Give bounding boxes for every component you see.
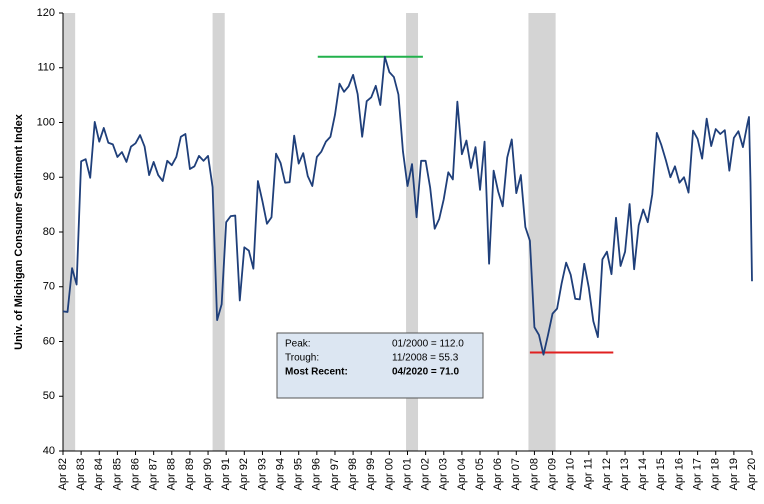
x-tick-label: Apr 02 <box>420 458 432 490</box>
x-tick-label: Apr 05 <box>474 458 486 490</box>
annotation-value: 11/2008 = 55.3 <box>392 353 459 364</box>
x-tick-label: Apr 82 <box>57 458 69 490</box>
annotation-label: Peak: <box>285 339 311 350</box>
annotation-value: 04/2020 = 71.0 <box>392 367 459 378</box>
x-tick-label: Apr 12 <box>601 458 613 490</box>
x-tick-label: Apr 08 <box>528 458 540 490</box>
x-tick-label: Apr 06 <box>492 458 504 490</box>
y-tick-label: 110 <box>37 62 55 74</box>
x-tick-label: Apr 88 <box>166 458 178 490</box>
x-tick-label: Apr 99 <box>365 458 377 490</box>
x-tick-label: Apr 13 <box>619 458 631 490</box>
y-tick-label: 60 <box>43 335 55 347</box>
x-tick-label: Apr 94 <box>274 458 286 490</box>
y-tick-label: 40 <box>43 445 55 457</box>
annotation-label: Trough: <box>285 353 319 364</box>
x-tick-label: Apr 86 <box>129 458 141 490</box>
annotation-background <box>276 332 484 399</box>
x-tick-label: Apr 95 <box>293 458 305 490</box>
x-tick-label: Apr 84 <box>93 458 105 490</box>
x-tick-label: Apr 18 <box>710 458 722 490</box>
x-tick-label: Apr 09 <box>546 458 558 490</box>
x-tick-label: Apr 11 <box>583 458 595 490</box>
x-tick-label: Apr 92 <box>238 458 250 490</box>
x-tick-label: Apr 91 <box>220 458 232 490</box>
y-tick-label: 80 <box>43 226 55 238</box>
y-tick-label: 100 <box>37 116 55 128</box>
recession-band <box>528 13 556 451</box>
y-axis-label: Univ. of Michigan Consumer Sentiment Ind… <box>13 113 25 350</box>
recession-band <box>212 13 225 451</box>
x-tick-label: Apr 98 <box>347 458 359 490</box>
x-tick-label: Apr 96 <box>311 458 323 490</box>
x-tick-label: Apr 04 <box>456 458 468 490</box>
recession-band <box>63 13 76 451</box>
x-tick-label: Apr 85 <box>111 458 123 490</box>
annotation-box: Peak: 01/2000 = 112.0 Trough: 11/2008 = 55.… <box>276 332 484 399</box>
x-tick-label: Apr 97 <box>329 458 341 490</box>
y-tick-label: 120 <box>37 7 55 19</box>
y-tick-label: 90 <box>43 171 55 183</box>
x-tick-label: Apr 00 <box>383 458 395 490</box>
y-tick-label: 70 <box>43 281 55 293</box>
x-tick-label: Apr 90 <box>202 458 214 490</box>
x-tick-label: Apr 03 <box>438 458 450 490</box>
x-tick-label: Apr 01 <box>401 458 413 490</box>
x-tick-label: Apr 14 <box>637 458 649 490</box>
x-tick-label: Apr 87 <box>148 458 160 490</box>
sentiment-line <box>62 55 753 356</box>
y-tick-label: 50 <box>43 390 55 402</box>
x-tick-label: Apr 15 <box>655 458 667 490</box>
x-tick-label: Apr 89 <box>184 458 196 490</box>
x-tick-label: Apr 19 <box>728 458 740 490</box>
recession-band <box>406 13 419 451</box>
annotation-value: 01/2000 = 112.0 <box>392 339 464 350</box>
annotation-label: Most Recent: <box>285 367 348 378</box>
x-tick-label: Apr 16 <box>673 458 685 490</box>
x-tick-label: Apr 20 <box>746 458 758 490</box>
x-tick-label: Apr 83 <box>75 458 87 490</box>
x-tick-label: Apr 07 <box>510 458 522 490</box>
x-tick-label: Apr 10 <box>565 458 577 490</box>
x-tick-label: Apr 93 <box>256 458 268 490</box>
x-tick-label: Apr 17 <box>692 458 704 490</box>
